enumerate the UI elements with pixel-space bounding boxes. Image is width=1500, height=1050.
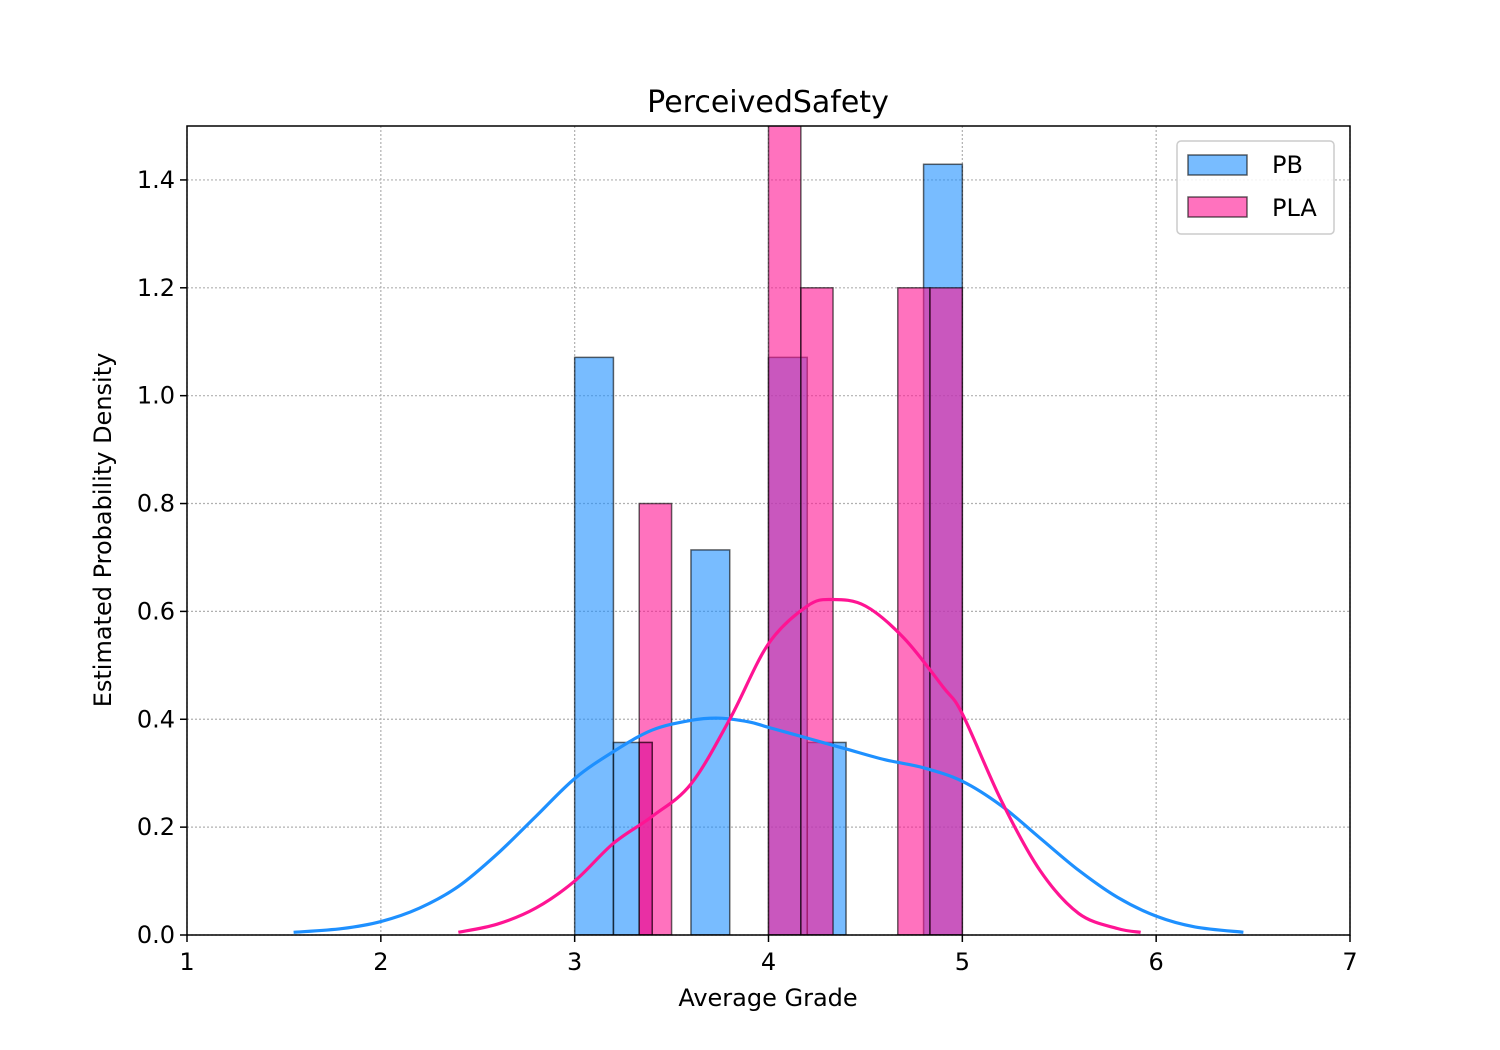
x-axis-label: Average Grade — [678, 984, 857, 1012]
bar-pla — [638, 741, 653, 935]
x-axis-ticks: 1 2 3 4 5 6 7 — [179, 935, 1358, 976]
bar-pb — [573, 356, 615, 935]
y-tick-label: 1.0 — [137, 382, 175, 410]
legend-swatch-pb — [1187, 154, 1248, 176]
y-tick-label: 1.2 — [137, 274, 175, 302]
legend-label-pla: PLA — [1272, 194, 1317, 222]
y-tick-label: 0.2 — [137, 813, 175, 841]
y-axis-label: Estimated Probability Density — [89, 353, 117, 708]
bar-pla — [929, 287, 964, 935]
bar-pla — [800, 287, 834, 935]
y-tick-label: 1.4 — [137, 166, 175, 194]
bar-pla — [767, 126, 802, 935]
x-tick-label: 2 — [373, 948, 388, 976]
kde-curves — [293, 597, 1244, 934]
kde-line-pla — [458, 597, 1141, 934]
y-axis-ticks: 0.0 0.2 0.4 0.6 0.8 1.0 1.2 1.4 — [137, 166, 187, 949]
x-tick-label: 6 — [1149, 948, 1164, 976]
y-tick-label: 0.0 — [137, 921, 175, 949]
histogram-bars — [573, 126, 964, 935]
x-tick-label: 1 — [179, 948, 194, 976]
chart-title: PerceivedSafety — [647, 85, 889, 120]
y-tick-label: 0.6 — [137, 597, 175, 625]
bar-pb — [690, 549, 731, 935]
bar-pla — [897, 287, 931, 935]
kde-line-pb — [293, 716, 1244, 934]
y-tick-label: 0.8 — [137, 490, 175, 518]
x-tick-label: 4 — [761, 948, 776, 976]
legend-swatch-pla — [1187, 196, 1248, 218]
legend-label-pb: PB — [1272, 151, 1303, 179]
x-tick-label: 3 — [567, 948, 582, 976]
x-tick-label: 7 — [1342, 948, 1357, 976]
legend: PB PLA — [1176, 140, 1335, 235]
y-tick-label: 0.4 — [137, 705, 175, 733]
x-tick-label: 5 — [955, 948, 970, 976]
